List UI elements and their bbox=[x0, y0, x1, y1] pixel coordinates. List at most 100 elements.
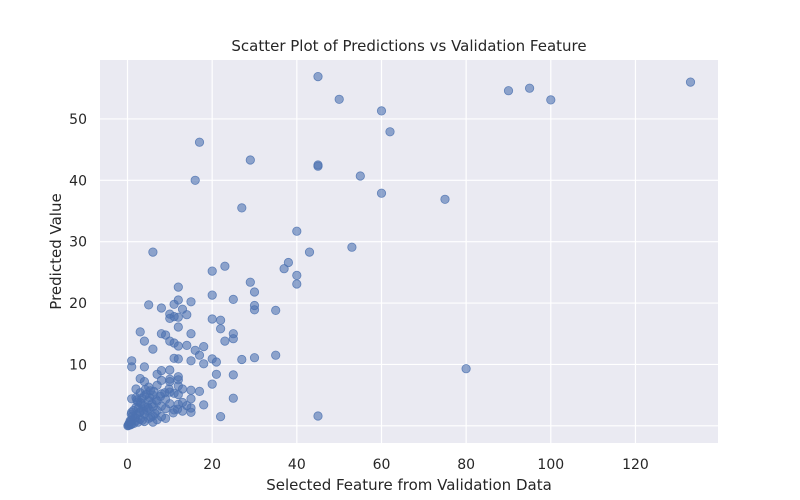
data-point bbox=[190, 175, 200, 185]
data-point bbox=[144, 300, 154, 310]
data-point bbox=[207, 290, 217, 300]
data-point bbox=[461, 364, 471, 374]
data-point bbox=[194, 386, 205, 396]
data-point bbox=[271, 305, 281, 315]
data-point bbox=[172, 404, 183, 414]
data-point bbox=[216, 324, 226, 334]
data-point bbox=[194, 137, 205, 147]
data-point bbox=[186, 356, 196, 366]
data-point bbox=[216, 411, 226, 422]
data-point bbox=[186, 385, 196, 395]
data-point bbox=[128, 405, 138, 416]
data-point bbox=[148, 247, 158, 257]
data-point bbox=[207, 266, 217, 276]
y-tick-label: 10 bbox=[69, 357, 87, 373]
data-point bbox=[249, 287, 260, 297]
data-point bbox=[211, 369, 221, 379]
data-point bbox=[237, 354, 247, 365]
data-point bbox=[228, 294, 238, 304]
data-point bbox=[199, 341, 209, 352]
y-axis-ticks: 0 10 20 30 40 50 bbox=[69, 112, 87, 435]
data-point bbox=[165, 365, 175, 375]
x-tick-label: 40 bbox=[288, 457, 306, 473]
data-point bbox=[186, 297, 196, 307]
data-point bbox=[334, 94, 344, 104]
x-tick-label: 100 bbox=[537, 457, 564, 473]
data-point bbox=[211, 357, 221, 367]
data-point bbox=[194, 350, 205, 360]
data-point bbox=[313, 411, 323, 421]
data-point bbox=[161, 413, 171, 423]
data-point bbox=[355, 171, 365, 181]
data-point bbox=[173, 282, 183, 292]
data-point bbox=[169, 311, 179, 322]
data-point bbox=[245, 277, 255, 287]
data-point bbox=[199, 359, 209, 369]
data-points bbox=[123, 72, 696, 431]
data-point bbox=[139, 362, 149, 372]
data-point bbox=[249, 353, 260, 363]
data-point bbox=[135, 327, 145, 337]
x-axis-ticks: 0 20 40 60 80 100 120 bbox=[123, 457, 649, 473]
data-point bbox=[156, 303, 166, 313]
y-tick-label: 20 bbox=[69, 296, 87, 312]
data-point bbox=[173, 322, 183, 332]
data-point bbox=[376, 106, 387, 116]
data-point bbox=[279, 264, 289, 274]
data-point bbox=[186, 407, 196, 417]
grid-lines bbox=[100, 60, 718, 443]
x-tick-label: 120 bbox=[622, 457, 649, 473]
x-tick-label: 80 bbox=[457, 457, 475, 473]
y-tick-label: 50 bbox=[69, 112, 87, 128]
data-point bbox=[271, 350, 281, 360]
data-point bbox=[245, 155, 255, 165]
x-tick-label: 20 bbox=[203, 457, 221, 473]
data-point bbox=[249, 305, 260, 315]
data-point bbox=[292, 226, 302, 236]
data-point bbox=[685, 77, 696, 87]
plot-area bbox=[100, 60, 718, 443]
data-point bbox=[133, 397, 143, 407]
chart-title: Scatter Plot of Predictions vs Validatio… bbox=[231, 37, 586, 55]
data-point bbox=[292, 270, 302, 280]
data-point bbox=[173, 389, 183, 400]
data-point bbox=[313, 161, 323, 171]
data-point bbox=[347, 242, 357, 252]
data-point bbox=[440, 194, 450, 204]
x-tick-label: 60 bbox=[373, 457, 391, 473]
x-axis-label: Selected Feature from Validation Data bbox=[266, 476, 552, 494]
data-point bbox=[161, 403, 171, 414]
data-point bbox=[546, 95, 556, 105]
data-point bbox=[186, 394, 196, 404]
data-point bbox=[524, 83, 535, 93]
data-point bbox=[220, 261, 230, 271]
data-point bbox=[283, 257, 293, 268]
data-point bbox=[127, 362, 137, 372]
data-point bbox=[207, 379, 217, 389]
y-tick-label: 0 bbox=[78, 419, 87, 435]
data-point bbox=[207, 314, 217, 324]
data-point bbox=[148, 344, 158, 354]
data-point bbox=[145, 386, 155, 396]
data-point bbox=[313, 72, 323, 82]
y-axis-label: Predicted Value bbox=[47, 193, 65, 309]
data-point bbox=[503, 86, 514, 96]
data-point bbox=[376, 188, 387, 198]
data-point bbox=[186, 329, 196, 339]
data-point bbox=[220, 336, 230, 346]
data-point bbox=[228, 370, 238, 380]
data-point bbox=[182, 310, 192, 320]
data-point bbox=[292, 279, 302, 289]
y-tick-label: 30 bbox=[69, 235, 87, 251]
x-tick-label: 0 bbox=[123, 457, 132, 473]
data-point bbox=[216, 315, 226, 325]
data-point bbox=[139, 336, 149, 346]
data-point bbox=[150, 408, 160, 419]
data-point bbox=[173, 354, 183, 364]
data-point bbox=[385, 127, 395, 137]
data-point bbox=[228, 334, 238, 344]
data-point bbox=[237, 203, 247, 213]
data-point bbox=[304, 247, 315, 257]
data-point bbox=[169, 299, 179, 309]
